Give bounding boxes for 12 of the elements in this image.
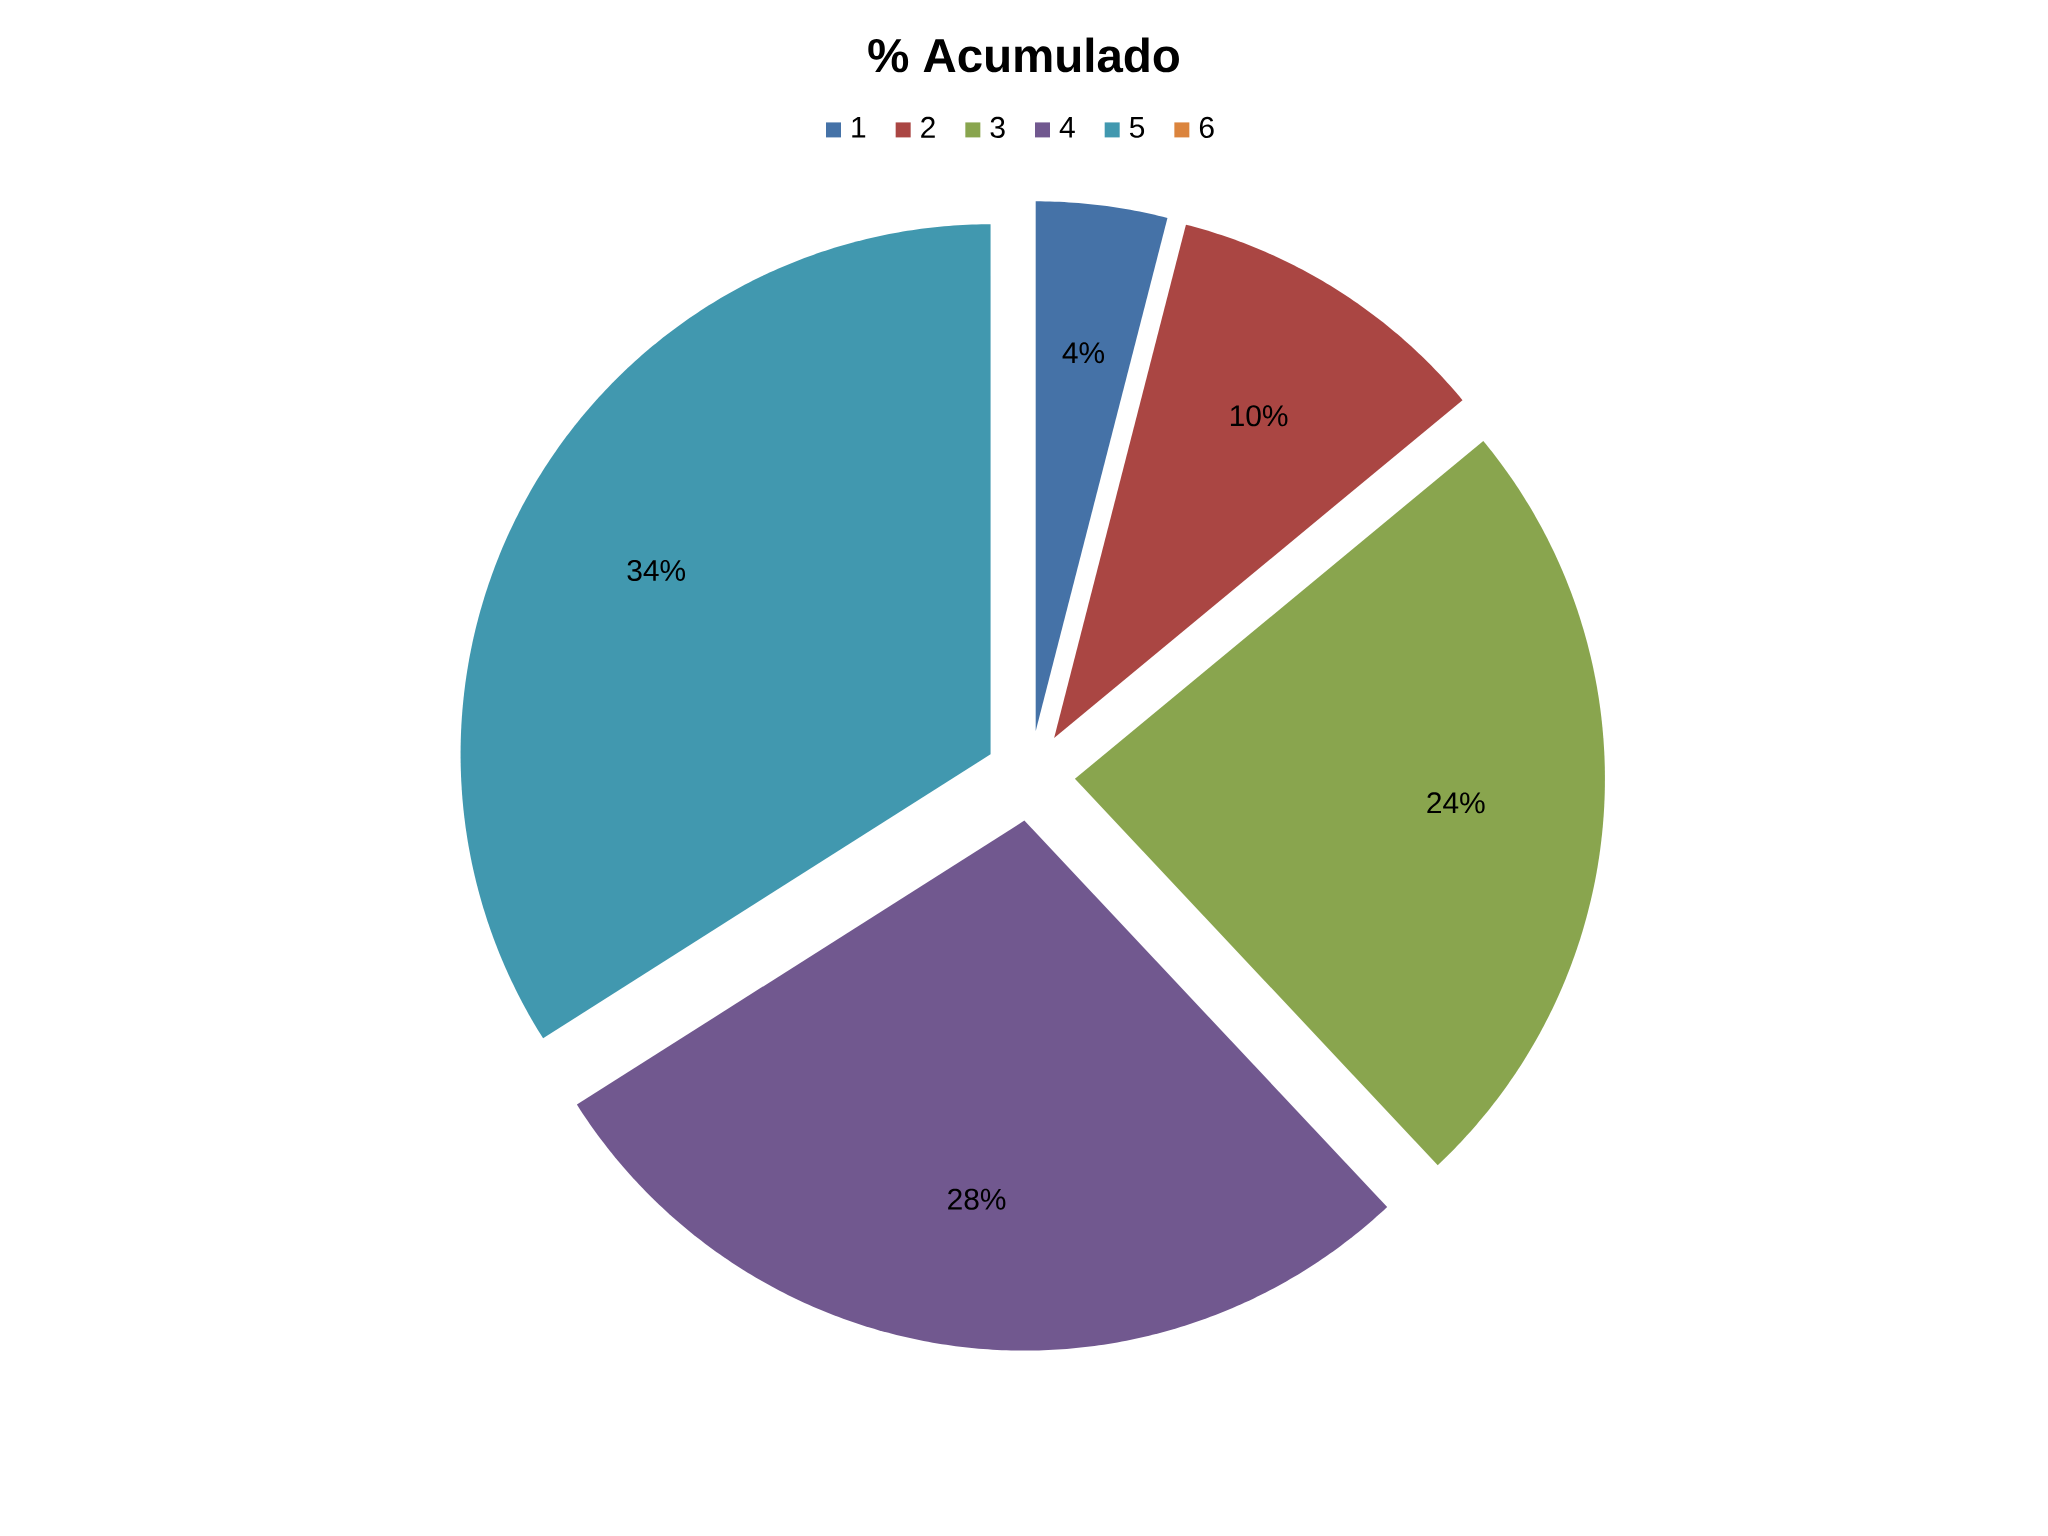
legend-label: 6 [1199, 116, 1214, 138]
legend-label: 1 [852, 117, 866, 138]
data-label: 24% [1427, 792, 1485, 814]
legend-label: 4 [1059, 117, 1075, 138]
data-label: 28% [948, 1188, 1006, 1210]
data-label: 4% [1062, 342, 1105, 364]
data-label: 34% [627, 559, 686, 582]
data-label: 10% [1230, 405, 1288, 427]
legend-label: 2 [921, 116, 935, 138]
legend-label: 5 [1129, 117, 1145, 138]
legend-label: 3 [990, 116, 1005, 138]
chart-title: % Acumulado [868, 37, 1179, 73]
